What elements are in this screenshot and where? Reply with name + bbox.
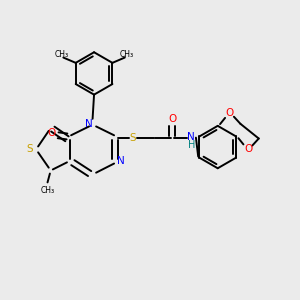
Text: CH₃: CH₃ bbox=[55, 50, 69, 58]
Text: CH₃: CH₃ bbox=[119, 50, 133, 58]
Text: S: S bbox=[130, 133, 136, 142]
Text: N: N bbox=[85, 119, 92, 129]
Text: O: O bbox=[47, 128, 55, 138]
Text: O: O bbox=[244, 144, 252, 154]
Text: O: O bbox=[226, 108, 234, 118]
Text: N: N bbox=[187, 132, 195, 142]
Text: S: S bbox=[27, 144, 33, 154]
Text: H: H bbox=[188, 140, 195, 150]
Text: N: N bbox=[117, 156, 124, 166]
Text: O: O bbox=[168, 114, 176, 124]
Text: CH₃: CH₃ bbox=[40, 185, 55, 194]
